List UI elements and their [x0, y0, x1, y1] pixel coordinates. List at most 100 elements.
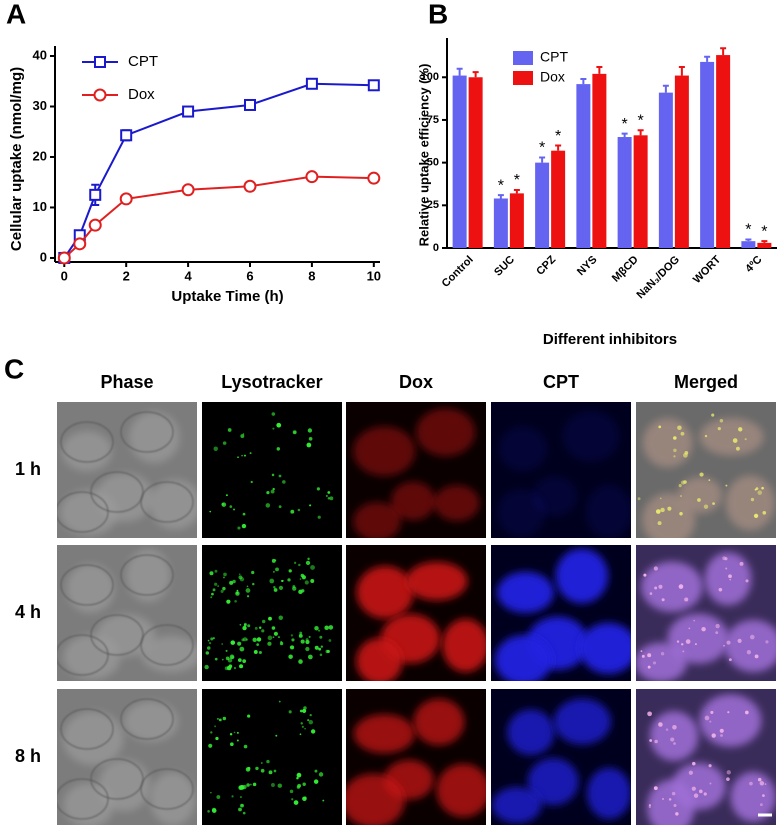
puncta — [299, 578, 302, 580]
puncta — [251, 570, 255, 575]
puncta — [314, 645, 319, 650]
puncta — [253, 650, 258, 655]
puncta — [313, 779, 319, 784]
puncta — [279, 641, 284, 646]
puncta — [302, 782, 306, 786]
puncta — [708, 764, 712, 768]
cell — [724, 619, 776, 673]
puncta — [238, 573, 241, 576]
legend-swatch — [513, 71, 533, 85]
legend-marker — [94, 56, 106, 68]
cell — [699, 418, 764, 456]
puncta — [242, 811, 246, 815]
puncta — [685, 639, 691, 644]
cell — [436, 763, 486, 817]
puncta — [749, 781, 753, 786]
y-tick-label: 50 — [427, 157, 439, 169]
puncta — [300, 722, 303, 725]
x-tick-label: NYS — [575, 254, 599, 278]
bar — [535, 162, 550, 248]
puncta — [212, 807, 217, 812]
puncta — [230, 640, 236, 645]
cell — [62, 431, 112, 472]
micrograph — [57, 545, 197, 681]
cell-edge — [140, 768, 194, 810]
puncta — [272, 487, 275, 491]
puncta — [298, 633, 303, 638]
bar — [468, 77, 483, 248]
puncta — [703, 792, 707, 796]
puncta — [288, 710, 292, 714]
puncta — [308, 635, 311, 638]
puncta — [252, 637, 257, 643]
puncta — [698, 789, 703, 794]
puncta — [301, 575, 306, 580]
puncta — [304, 580, 309, 585]
cell — [586, 767, 631, 820]
puncta — [671, 791, 676, 796]
puncta — [292, 586, 297, 591]
bar — [716, 55, 731, 249]
puncta — [282, 480, 286, 484]
puncta — [242, 512, 246, 516]
puncta — [204, 664, 209, 670]
puncta — [754, 488, 757, 491]
puncta — [739, 561, 744, 566]
row-label: 4 h — [15, 602, 41, 622]
puncta — [647, 711, 652, 717]
puncta — [227, 428, 232, 432]
puncta — [225, 649, 228, 652]
puncta — [236, 731, 239, 734]
puncta — [246, 595, 250, 598]
cell — [413, 698, 465, 746]
micrograph — [491, 689, 631, 825]
image-bg — [202, 545, 342, 681]
puncta — [673, 436, 677, 440]
puncta — [273, 631, 278, 636]
puncta — [229, 505, 233, 508]
puncta — [293, 561, 297, 564]
puncta — [640, 650, 643, 653]
puncta — [290, 645, 295, 650]
x-tick-label: SUC — [492, 254, 517, 279]
puncta — [647, 665, 651, 669]
puncta — [273, 769, 277, 773]
puncta — [249, 783, 252, 786]
puncta — [678, 484, 682, 488]
puncta — [744, 438, 747, 441]
puncta — [658, 584, 663, 589]
puncta — [236, 589, 239, 592]
puncta — [214, 582, 218, 586]
puncta — [708, 479, 711, 482]
bar — [551, 150, 566, 248]
puncta — [764, 783, 767, 785]
bar — [576, 84, 591, 248]
error-bar — [621, 132, 628, 138]
puncta — [715, 623, 720, 629]
puncta — [245, 588, 251, 593]
puncta — [327, 497, 330, 500]
error-bar — [497, 194, 504, 199]
y-tick-label: 25 — [427, 199, 439, 211]
cell-edge — [140, 481, 194, 523]
puncta — [306, 442, 312, 448]
error-bar — [456, 67, 463, 76]
puncta — [675, 812, 679, 816]
puncta — [277, 636, 281, 639]
puncta — [699, 472, 704, 477]
puncta — [269, 578, 275, 584]
puncta — [278, 700, 281, 703]
cell-edge — [120, 698, 174, 740]
puncta — [220, 589, 224, 593]
puncta — [271, 626, 276, 630]
puncta — [704, 434, 708, 438]
puncta — [240, 803, 244, 808]
cell — [442, 618, 486, 672]
significance-mark: * — [761, 223, 767, 240]
marker — [120, 129, 133, 142]
puncta — [266, 490, 270, 495]
puncta — [272, 570, 275, 573]
puncta — [709, 782, 712, 785]
puncta — [691, 786, 696, 791]
